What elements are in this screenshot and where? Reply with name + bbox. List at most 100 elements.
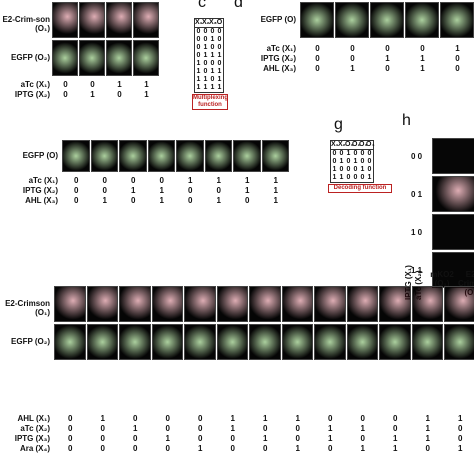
table-cell: 0 <box>346 158 351 165</box>
table-cell: 1 <box>346 150 351 157</box>
input-value: 1 <box>230 424 235 433</box>
input-value: 0 <box>198 424 203 433</box>
header-cell: O₂ <box>352 141 361 148</box>
input-value: 1 <box>216 176 221 185</box>
header-cell: X₂ <box>202 19 210 26</box>
input-value: 0 <box>133 414 138 423</box>
row-label: E2-Crim-son (O₁) <box>2 15 50 33</box>
micrograph <box>54 324 86 360</box>
input-value: 0 <box>159 176 164 185</box>
header-cell: X₃ <box>209 19 217 26</box>
input-label: IPTG (X₂) <box>14 90 50 99</box>
micrograph <box>151 324 183 360</box>
table-cell: 0 <box>203 28 208 35</box>
table-cell: 0 <box>217 44 222 51</box>
input-value: 0 <box>393 424 398 433</box>
row-label: EGFP (O) <box>22 151 58 160</box>
table-cell: 0 <box>360 158 365 165</box>
input-value: 0 <box>131 196 136 205</box>
row-label: EGFP (O₂) <box>11 53 50 62</box>
micrograph <box>432 138 474 174</box>
input-value: 1 <box>328 434 333 443</box>
row-label: 0 0 <box>411 152 423 161</box>
input-value: 1 <box>273 176 278 185</box>
micrograph <box>405 2 439 38</box>
table-cell: 1 <box>210 68 215 75</box>
table-cell: 1 <box>367 174 372 181</box>
micrograph <box>346 324 378 360</box>
table-cell: 0 <box>346 174 351 181</box>
table-header: X₁ X₂ O₁ O₂ O₃ O₄ <box>331 141 375 150</box>
input-label: AHL (X₁) <box>17 414 51 423</box>
input-value: 1 <box>425 434 430 443</box>
micrograph <box>106 40 132 76</box>
micrograph <box>119 140 147 172</box>
table-cell: 0 <box>217 28 222 35</box>
panel-letter: g <box>334 116 343 133</box>
input-value: 1 <box>360 444 365 453</box>
micrograph <box>147 140 175 172</box>
table-cell: 1 <box>196 84 201 91</box>
micrograph <box>249 324 281 360</box>
micrograph <box>314 286 346 322</box>
input-value: 0 <box>63 90 68 99</box>
micrograph <box>370 2 404 38</box>
table-cell: 1 <box>210 84 215 91</box>
input-value: 1 <box>425 424 430 433</box>
panel-letter: c <box>198 0 206 11</box>
input-value: 0 <box>315 44 320 53</box>
micrograph <box>216 324 248 360</box>
input-value: 0 <box>63 80 68 89</box>
micrograph <box>346 286 378 322</box>
input-value: 1 <box>263 434 268 443</box>
input-value: 0 <box>198 414 203 423</box>
input-value: 0 <box>198 434 203 443</box>
input-label: aTc (X₁) <box>28 176 58 185</box>
micrograph <box>119 286 151 322</box>
input-value: 0 <box>328 444 333 453</box>
input-value: 0 <box>74 176 79 185</box>
input-value: 1 <box>102 196 107 205</box>
table-cell: 1 <box>203 52 208 59</box>
table-cell: 0 <box>353 150 358 157</box>
input-value: 0 <box>68 434 73 443</box>
table-cell: 1 <box>360 166 365 173</box>
table-cell: 1 <box>203 84 208 91</box>
input-value: 1 <box>393 444 398 453</box>
input-value: 0 <box>90 80 95 89</box>
input-value: 0 <box>100 434 105 443</box>
input-value: 1 <box>90 90 95 99</box>
table-cell: 0 <box>353 174 358 181</box>
input-value: 1 <box>263 414 268 423</box>
input-value: 0 <box>102 186 107 195</box>
input-value: 1 <box>100 414 105 423</box>
micrograph <box>119 324 151 360</box>
header-cell: O <box>216 19 223 26</box>
micrograph <box>52 2 78 38</box>
input-value: 0 <box>165 414 170 423</box>
input-value: 1 <box>159 186 164 195</box>
micrograph <box>411 286 443 322</box>
input-value: 1 <box>458 414 463 423</box>
header-cell: X₂ <box>338 141 346 148</box>
micrograph <box>204 140 232 172</box>
table-cell: 0 <box>217 36 222 43</box>
input-value: 0 <box>455 54 460 63</box>
input-value: 1 <box>245 176 250 185</box>
input-value: 0 <box>458 434 463 443</box>
micrograph <box>444 324 474 360</box>
micrograph <box>133 40 159 76</box>
table-cell: 1 <box>217 76 222 83</box>
header-cell: O₄ <box>366 141 375 148</box>
micrograph <box>54 286 86 322</box>
micrograph <box>379 324 411 360</box>
input-value: 0 <box>263 424 268 433</box>
table-cell: 0 <box>210 76 215 83</box>
truth-table: X₁ X₂ O₁ O₂ O₃ O₄ 0 0 1 0 0 0 0 1 0 1 0 0 1 0 0 0 1 0 1 1 0 0 0 1 <box>330 140 375 183</box>
input-value: 0 <box>100 444 105 453</box>
